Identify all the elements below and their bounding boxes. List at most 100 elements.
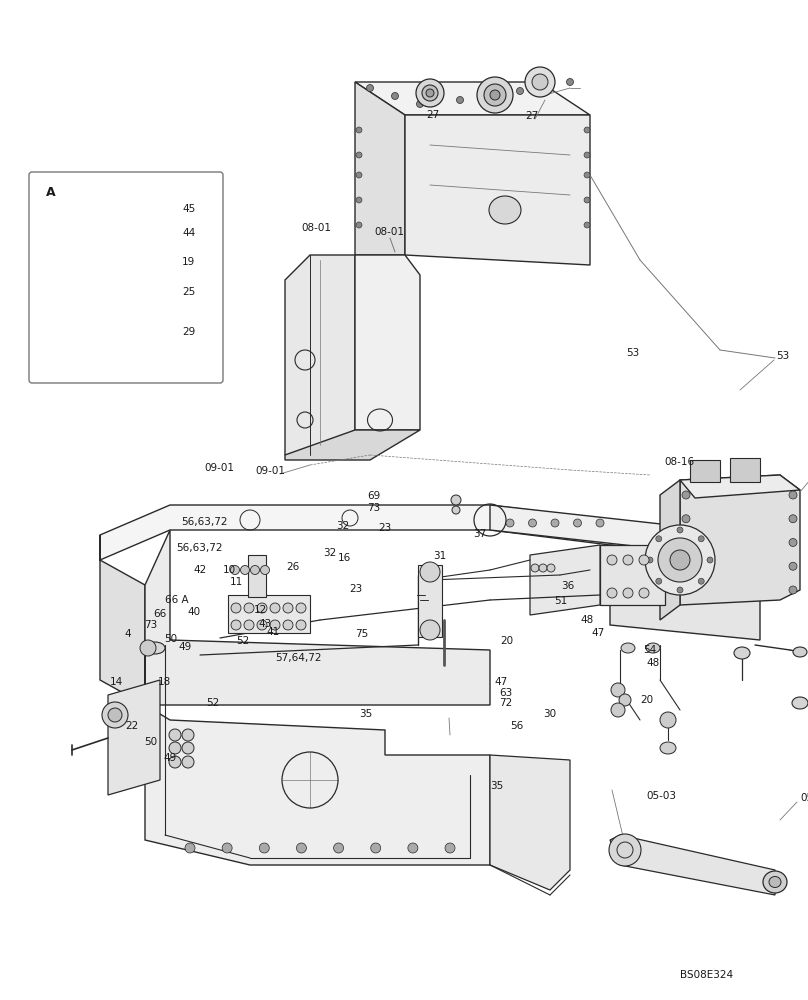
Text: 56: 56 xyxy=(511,721,524,731)
Ellipse shape xyxy=(88,328,100,340)
Circle shape xyxy=(182,729,194,741)
Text: 30: 30 xyxy=(543,709,556,719)
Circle shape xyxy=(698,536,705,542)
Text: 41: 41 xyxy=(267,627,280,637)
Ellipse shape xyxy=(621,643,635,653)
Circle shape xyxy=(182,756,194,768)
Circle shape xyxy=(270,620,280,630)
Circle shape xyxy=(356,152,362,158)
Polygon shape xyxy=(355,82,405,255)
Circle shape xyxy=(484,84,506,106)
Text: 18: 18 xyxy=(158,677,170,687)
Circle shape xyxy=(259,843,269,853)
Bar xyxy=(113,304,131,309)
Text: 53: 53 xyxy=(776,351,789,361)
Circle shape xyxy=(108,708,122,722)
Circle shape xyxy=(102,702,128,728)
Bar xyxy=(111,232,133,241)
Polygon shape xyxy=(100,535,145,705)
Circle shape xyxy=(230,566,239,574)
Circle shape xyxy=(677,527,683,533)
Circle shape xyxy=(334,843,343,853)
Circle shape xyxy=(426,89,434,97)
Circle shape xyxy=(607,588,617,598)
Circle shape xyxy=(531,564,539,572)
Polygon shape xyxy=(405,115,590,265)
Circle shape xyxy=(609,834,641,866)
Polygon shape xyxy=(610,835,775,895)
Bar xyxy=(111,225,133,234)
Circle shape xyxy=(707,557,713,563)
Circle shape xyxy=(645,525,715,595)
Circle shape xyxy=(682,586,690,594)
Circle shape xyxy=(547,564,555,572)
Polygon shape xyxy=(660,480,680,620)
Circle shape xyxy=(532,74,548,90)
Text: 47: 47 xyxy=(591,628,604,638)
Text: 37: 37 xyxy=(473,529,486,539)
Circle shape xyxy=(789,562,797,570)
Polygon shape xyxy=(680,475,800,498)
Text: 73: 73 xyxy=(144,620,157,630)
FancyBboxPatch shape xyxy=(29,172,223,383)
Ellipse shape xyxy=(144,328,156,340)
Text: 63: 63 xyxy=(499,688,512,698)
Circle shape xyxy=(660,712,676,728)
Circle shape xyxy=(584,152,590,158)
Circle shape xyxy=(169,729,181,741)
Circle shape xyxy=(231,620,241,630)
Text: 49: 49 xyxy=(179,642,191,652)
Circle shape xyxy=(677,587,683,593)
Polygon shape xyxy=(100,505,760,560)
Ellipse shape xyxy=(145,642,165,654)
Text: 69: 69 xyxy=(367,491,380,501)
Circle shape xyxy=(283,620,293,630)
Text: 35: 35 xyxy=(359,709,372,719)
Text: 72: 72 xyxy=(499,698,512,708)
Circle shape xyxy=(408,843,418,853)
Circle shape xyxy=(367,85,373,92)
Polygon shape xyxy=(285,430,420,460)
Text: 4: 4 xyxy=(124,629,131,639)
Text: 52: 52 xyxy=(206,698,219,708)
Text: 25: 25 xyxy=(182,287,196,297)
Text: 51: 51 xyxy=(554,596,567,606)
Circle shape xyxy=(416,101,423,107)
Circle shape xyxy=(356,197,362,203)
Circle shape xyxy=(356,222,362,228)
Circle shape xyxy=(416,79,444,107)
Text: 52: 52 xyxy=(236,636,249,646)
Circle shape xyxy=(619,694,631,706)
Text: 10: 10 xyxy=(223,565,236,575)
Circle shape xyxy=(244,603,254,613)
Circle shape xyxy=(574,519,582,527)
Circle shape xyxy=(371,843,381,853)
Text: 09-01: 09-01 xyxy=(204,463,234,473)
Circle shape xyxy=(451,495,461,505)
Circle shape xyxy=(639,588,649,598)
Circle shape xyxy=(169,742,181,754)
Ellipse shape xyxy=(769,876,781,888)
Circle shape xyxy=(445,843,455,853)
Text: 29: 29 xyxy=(182,327,196,337)
Circle shape xyxy=(356,172,362,178)
Text: 56,63,72: 56,63,72 xyxy=(176,543,223,553)
Circle shape xyxy=(420,562,440,582)
Circle shape xyxy=(283,603,293,613)
Polygon shape xyxy=(145,530,490,705)
Text: 23: 23 xyxy=(349,584,362,594)
Text: 50: 50 xyxy=(144,737,157,747)
Text: 22: 22 xyxy=(125,721,138,731)
Text: BS08E324: BS08E324 xyxy=(680,970,733,980)
Polygon shape xyxy=(530,545,600,615)
Text: 73: 73 xyxy=(367,503,380,513)
Text: 16: 16 xyxy=(338,553,351,563)
Text: 27: 27 xyxy=(525,111,538,121)
Text: 20: 20 xyxy=(500,636,513,646)
Text: 66 A: 66 A xyxy=(165,595,188,605)
Polygon shape xyxy=(490,505,760,560)
Circle shape xyxy=(551,519,559,527)
Text: 45: 45 xyxy=(182,204,196,214)
Circle shape xyxy=(647,557,653,563)
Text: 20: 20 xyxy=(640,695,653,705)
